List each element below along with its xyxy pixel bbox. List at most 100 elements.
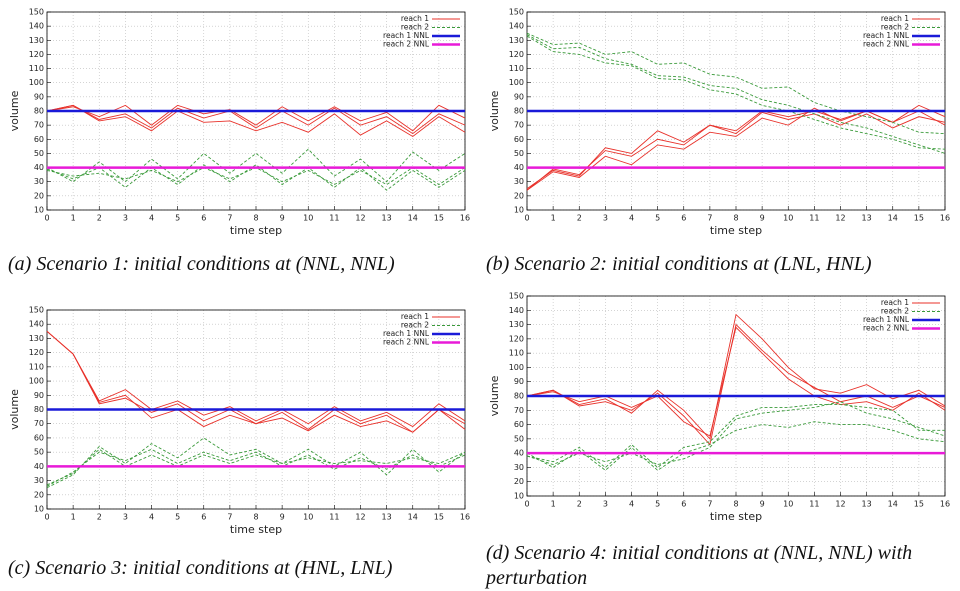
y-tick-label: 140 [509,22,524,31]
x-tick-label: 4 [629,214,634,223]
y-tick-label: 80 [514,392,524,401]
y-tick-label: 70 [514,406,524,415]
x-tick-label: 0 [524,500,529,509]
x-tick-label: 0 [44,214,49,223]
y-axis-label: volume [488,90,501,131]
legend-label: reach 2 [881,23,909,32]
y-tick-label: 20 [34,490,44,499]
x-tick-label: 8 [733,214,738,223]
y-tick-label: 100 [29,78,44,87]
y-tick-label: 40 [34,462,44,471]
series-line [46,448,466,487]
series-line [526,35,946,150]
legend-label: reach 2 [401,23,429,32]
y-tick-label: 150 [509,292,524,301]
x-tick-label: 5 [175,513,180,522]
x-tick-label: 12 [355,214,365,223]
series-line [46,104,466,132]
y-tick-label: 120 [509,50,524,59]
y-tick-label: 60 [514,135,524,144]
y-tick-label: 110 [29,64,44,73]
y-tick-label: 80 [34,405,44,414]
y-tick-label: 150 [29,306,44,315]
legend-label: reach 1 [881,14,909,23]
x-tick-label: 16 [940,214,950,223]
legend-label: reach 1 [881,298,909,307]
x-tick-label: 6 [201,214,206,223]
y-tick-label: 30 [34,476,44,485]
series-line [526,401,946,466]
x-tick-label: 0 [524,214,529,223]
legend-label: reach 2 [401,321,429,330]
legend-label: reach 2 [881,307,909,316]
series-line [46,104,466,137]
x-tick-label: 8 [733,500,738,509]
x-tick-label: 8 [253,513,258,522]
caption: (b) Scenario 2: initial conditions at (L… [486,253,872,275]
y-tick-label: 60 [34,433,44,442]
y-tick-label: 90 [34,92,44,101]
x-tick-label: 10 [783,500,793,509]
y-tick-label: 90 [34,391,44,400]
x-tick-label: 4 [629,500,634,509]
x-tick-label: 3 [123,214,128,223]
legend-label: reach 1 NNL [383,31,430,40]
x-tick-label: 2 [577,214,582,223]
y-tick-label: 10 [514,206,524,215]
series-line [526,326,946,437]
x-tick-label: 10 [303,513,313,522]
legend-label: reach 1 NNL [863,315,910,324]
x-tick-label: 9 [280,214,285,223]
caption: (c) Scenario 3: initial conditions at (H… [8,557,393,579]
x-tick-label: 8 [253,214,258,223]
x-tick-label: 7 [707,500,712,509]
x-tick-label: 7 [707,214,712,223]
x-tick-label: 9 [760,500,765,509]
x-tick-label: 2 [577,500,582,509]
y-tick-label: 150 [509,8,524,17]
x-tick-label: 10 [303,214,313,223]
x-tick-label: 6 [201,513,206,522]
y-tick-label: 50 [34,149,44,158]
y-tick-label: 140 [509,306,524,315]
y-tick-label: 30 [514,177,524,186]
x-tick-label: 6 [681,500,686,509]
x-tick-label: 14 [408,214,418,223]
y-tick-label: 30 [514,463,524,472]
y-tick-label: 40 [514,449,524,458]
y-tick-label: 120 [509,334,524,343]
y-tick-label: 10 [34,505,44,514]
x-tick-label: 11 [809,214,819,223]
x-axis-label: time step [710,510,762,523]
y-tick-label: 10 [514,492,524,501]
x-tick-label: 13 [862,500,872,509]
y-tick-label: 60 [34,135,44,144]
x-tick-label: 7 [227,513,232,522]
y-tick-label: 20 [514,191,524,200]
x-tick-label: 1 [551,500,556,509]
x-tick-label: 13 [862,214,872,223]
y-tick-label: 130 [29,36,44,45]
series-line [526,32,946,135]
y-tick-label: 140 [29,22,44,31]
x-tick-label: 12 [355,513,365,522]
legend-label: reach 2 NNL [383,338,430,347]
x-tick-label: 5 [655,500,660,509]
x-tick-label: 14 [408,513,418,522]
y-tick-label: 10 [34,206,44,215]
series-line [46,330,466,428]
y-tick-label: 130 [29,334,44,343]
x-tick-label: 11 [809,500,819,509]
x-tick-label: 0 [44,513,49,522]
legend-label: reach 2 NNL [383,40,430,49]
caption: (a) Scenario 1: initial conditions at (N… [8,253,395,275]
x-tick-label: 13 [382,513,392,522]
y-tick-label: 110 [509,349,524,358]
x-tick-label: 16 [460,214,470,223]
y-tick-label: 80 [514,107,524,116]
y-tick-label: 130 [509,320,524,329]
y-tick-label: 40 [34,163,44,172]
x-tick-label: 1 [71,513,76,522]
